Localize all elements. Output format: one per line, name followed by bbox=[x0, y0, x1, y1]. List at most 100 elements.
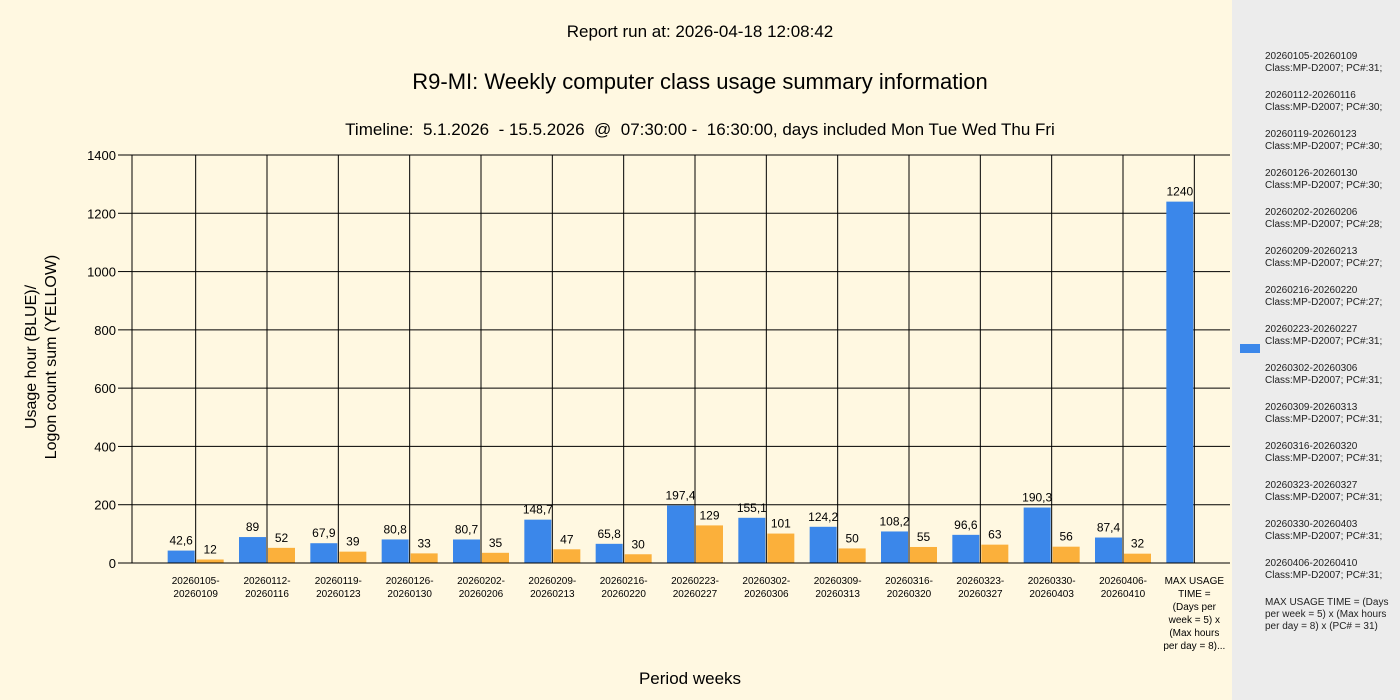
x-tick-label: 20260323- bbox=[956, 576, 1004, 587]
legend-item-info: Class:MP-D2007; PC#:31; bbox=[1265, 492, 1383, 503]
bar-logon-count bbox=[624, 554, 652, 563]
bar-logon-count bbox=[1124, 553, 1151, 563]
legend-item-period: 20260112-20260116 bbox=[1265, 90, 1356, 101]
y-tick-label: 1400 bbox=[87, 148, 116, 163]
legend-item: 20260223-20260227 Class:MP-D2007; PC#:31; bbox=[1265, 324, 1397, 348]
x-tick-label: 20260316- bbox=[885, 576, 933, 587]
x-tick-label: 20260309- bbox=[814, 576, 862, 587]
legend-item-period: 20260316-20260320 bbox=[1265, 441, 1358, 452]
legend-item: 20260302-20260306 Class:MP-D2007; PC#:31; bbox=[1265, 363, 1397, 387]
data-label-logon: 47 bbox=[560, 532, 574, 546]
x-tick-label: 20260313 bbox=[815, 589, 860, 600]
y-tick-label: 800 bbox=[94, 323, 116, 338]
data-label-usage: 67,9 bbox=[312, 526, 336, 540]
data-label-usage: 42,6 bbox=[169, 534, 193, 548]
x-tick-label: 20260403 bbox=[1029, 589, 1074, 600]
legend-item-period: 20260105-20260109 bbox=[1265, 51, 1358, 62]
data-label-usage: 190,3 bbox=[1022, 491, 1052, 505]
legend-item-info: Class:MP-D2007; PC#:30; bbox=[1265, 141, 1383, 152]
bar-usage-hours bbox=[524, 519, 552, 563]
data-label-usage: 87,4 bbox=[1097, 521, 1121, 535]
x-tick-label: 20260220 bbox=[601, 589, 646, 600]
legend-item-info: Class:MP-D2007; PC#:31; bbox=[1265, 570, 1383, 581]
bar-usage-hours bbox=[1023, 507, 1051, 563]
legend-item-info: Class:MP-D2007; PC#:31; bbox=[1265, 531, 1383, 542]
bar-usage-hours bbox=[809, 526, 837, 563]
legend-item-info: Class:MP-D2007; PC#:31; bbox=[1265, 63, 1383, 74]
legend-item-period: 20260119-20260123 bbox=[1265, 129, 1357, 140]
data-label-usage: 1240 bbox=[1166, 185, 1193, 199]
data-label-logon: 129 bbox=[699, 508, 719, 522]
data-label-logon: 63 bbox=[988, 528, 1002, 542]
x-tick-label: MAX USAGE bbox=[1165, 576, 1225, 587]
bar-usage-hours bbox=[239, 537, 266, 563]
x-tick-label: 20260123 bbox=[316, 589, 361, 600]
bar-logon-count bbox=[981, 544, 1009, 563]
bar-usage-hours bbox=[167, 550, 195, 563]
x-tick-label: 20260410 bbox=[1101, 589, 1146, 600]
bar-logon-count bbox=[1052, 546, 1080, 563]
data-label-logon: 52 bbox=[275, 531, 289, 545]
x-axis-label: Period weeks bbox=[638, 669, 742, 688]
data-label-usage: 89 bbox=[246, 520, 260, 534]
bar-usage-hours bbox=[881, 531, 908, 563]
legend-item: 20260323-20260327 Class:MP-D2007; PC#:31; bbox=[1265, 480, 1397, 504]
bar-usage-hours bbox=[310, 543, 338, 563]
y-tick-label: 1000 bbox=[87, 265, 116, 280]
x-tick-label: 20260330- bbox=[1028, 576, 1076, 587]
bar-usage-hours bbox=[381, 539, 409, 563]
legend-item: 20260119-20260123 Class:MP-D2007; PC#:30; bbox=[1265, 129, 1397, 153]
legend-item-info: Class:MP-D2007; PC#:27; bbox=[1265, 258, 1383, 269]
x-tick-label: (Days per bbox=[1173, 602, 1217, 613]
legend-item: 20260112-20260116 Class:MP-D2007; PC#:30; bbox=[1265, 90, 1397, 114]
legend-item: 20260330-20260403 Class:MP-D2007; PC#:31; bbox=[1265, 519, 1397, 543]
data-label-usage: 80,7 bbox=[455, 522, 479, 536]
bar-logon-count bbox=[838, 548, 866, 563]
legend-item-info: Class:MP-D2007; PC#:30; bbox=[1265, 180, 1383, 191]
report-run-timestamp: Report run at: 2026-04-18 12:08:42 bbox=[566, 22, 834, 41]
legend-item-info: Class:MP-D2007; PC#:31; bbox=[1265, 375, 1383, 386]
data-label-logon: 33 bbox=[417, 536, 431, 550]
y-tick-label: 600 bbox=[94, 381, 116, 396]
legend-item-info: Class:MP-D2007; PC#:30; bbox=[1265, 102, 1383, 113]
bar-logon-count bbox=[553, 549, 581, 563]
bar-usage-hours bbox=[952, 534, 980, 563]
bar-usage-hours bbox=[667, 505, 694, 563]
legend-item: 20260216-20260220 Class:MP-D2007; PC#:27; bbox=[1265, 285, 1397, 309]
x-tick-label: 20260105- bbox=[172, 576, 220, 587]
legend-item: 20260202-20260206 Class:MP-D2007; PC#:28; bbox=[1265, 207, 1397, 231]
legend-item-period: 20260302-20260306 bbox=[1265, 363, 1358, 374]
x-tick-label: (Max hours bbox=[1169, 628, 1219, 639]
bar-logon-count bbox=[482, 552, 509, 563]
data-label-logon: 39 bbox=[346, 535, 360, 549]
data-label-usage: 155,1 bbox=[737, 501, 767, 515]
bar-logon-count bbox=[268, 547, 295, 563]
data-label-usage: 96,6 bbox=[954, 518, 978, 532]
y-tick-label: 0 bbox=[109, 556, 116, 571]
legend-item-info: Class:MP-D2007; PC#:31; bbox=[1265, 336, 1383, 347]
x-tick-label: 20260209- bbox=[528, 576, 576, 587]
x-tick-label: 20260302- bbox=[742, 576, 790, 587]
chart-subtitle: Timeline: 5.1.2026 - 15.5.2026 @ 07:30:0… bbox=[345, 120, 1055, 139]
data-label-usage: 124,2 bbox=[808, 510, 838, 524]
bar-logon-count bbox=[196, 559, 224, 563]
data-label-logon: 32 bbox=[1131, 537, 1145, 551]
legend-item: 20260105-20260109 Class:MP-D2007; PC#:31; bbox=[1265, 51, 1397, 75]
legend-item-period: 20260309-20260313 bbox=[1265, 402, 1358, 413]
legend-item-period: 20260223-20260227 bbox=[1265, 324, 1358, 335]
x-tick-label: 20260320 bbox=[887, 589, 932, 600]
bar-logon-count bbox=[910, 546, 937, 563]
legend-item-period: 20260126-20260130 bbox=[1265, 168, 1358, 179]
legend-panel bbox=[1232, 0, 1400, 700]
legend-item: 20260406-20260410 Class:MP-D2007; PC#:31; bbox=[1265, 558, 1397, 582]
legend-item-period: 20260209-20260213 bbox=[1265, 246, 1358, 257]
legend-swatch-usage bbox=[1240, 344, 1260, 353]
chart-plot: 0 200 400 600 800 1000 1200 1400 42,6 12 20260105-… bbox=[87, 148, 1230, 652]
data-label-usage: 108,2 bbox=[879, 514, 909, 528]
legend-item-period: 20260406-20260410 bbox=[1265, 558, 1358, 569]
bar-usage-hours bbox=[453, 539, 480, 563]
bar-logon-count bbox=[339, 551, 367, 563]
legend-item-info: Class:MP-D2007; PC#:28; bbox=[1265, 219, 1383, 230]
x-tick-label: 20260406- bbox=[1099, 576, 1147, 587]
legend-item-info: Class:MP-D2007; PC#:31; bbox=[1265, 453, 1383, 464]
